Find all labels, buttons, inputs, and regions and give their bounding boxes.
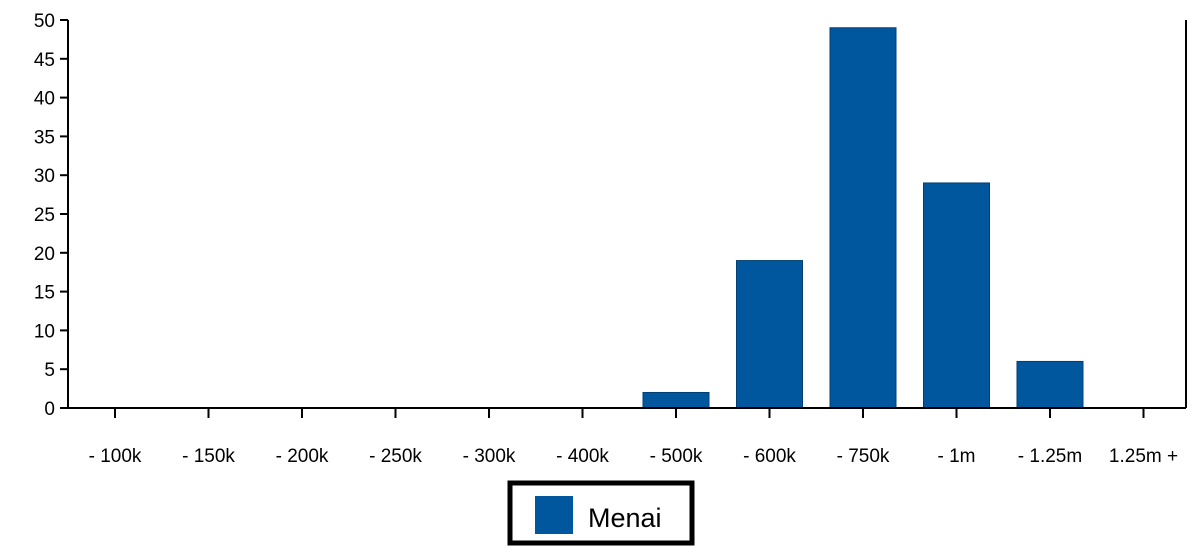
x-tick-label: - 400k xyxy=(556,446,609,467)
bar xyxy=(736,260,803,409)
y-tick-label: 40 xyxy=(34,89,55,110)
y-tick-label: 10 xyxy=(34,321,55,342)
y-tick-label: 50 xyxy=(34,11,55,32)
y-tick-label: 30 xyxy=(34,166,55,187)
x-tick-label: - 500k xyxy=(650,446,703,467)
bar xyxy=(642,391,710,409)
y-tick-label: 5 xyxy=(44,360,55,381)
bar xyxy=(829,27,897,409)
legend: Menai xyxy=(507,480,695,546)
x-tick-label: - 150k xyxy=(182,446,235,467)
x-tick-label: - 100k xyxy=(89,446,142,467)
y-tick-label: 45 xyxy=(34,50,55,71)
y-axis-ticks: 0 5 10 15 20 25 30 35 40 45 50 xyxy=(34,11,68,420)
y-tick-label: 20 xyxy=(34,244,55,265)
y-tick-label: 25 xyxy=(34,205,55,226)
legend-swatch-menai xyxy=(535,496,573,534)
bar xyxy=(1016,360,1084,409)
x-tick-label: - 750k xyxy=(837,446,890,467)
x-tick-label: 1.25m + xyxy=(1109,446,1178,467)
x-axis-ticks: - 100k - 150k - 200k - 250k - 300k - 400k - 50… xyxy=(89,408,1178,467)
x-tick-label: - 1m xyxy=(938,446,976,467)
legend-label-menai: Menai xyxy=(588,503,662,533)
y-tick-label: 35 xyxy=(34,127,55,148)
bar-series-menai xyxy=(642,27,1084,409)
bar xyxy=(923,182,990,409)
y-tick-label: 15 xyxy=(34,283,55,304)
x-tick-label: - 1.25m xyxy=(1018,446,1082,467)
y-tick-label: 0 xyxy=(44,399,55,420)
x-tick-label: - 200k xyxy=(276,446,329,467)
x-tick-label: - 300k xyxy=(463,446,516,467)
x-tick-label: - 600k xyxy=(743,446,796,467)
x-tick-label: - 250k xyxy=(369,446,422,467)
